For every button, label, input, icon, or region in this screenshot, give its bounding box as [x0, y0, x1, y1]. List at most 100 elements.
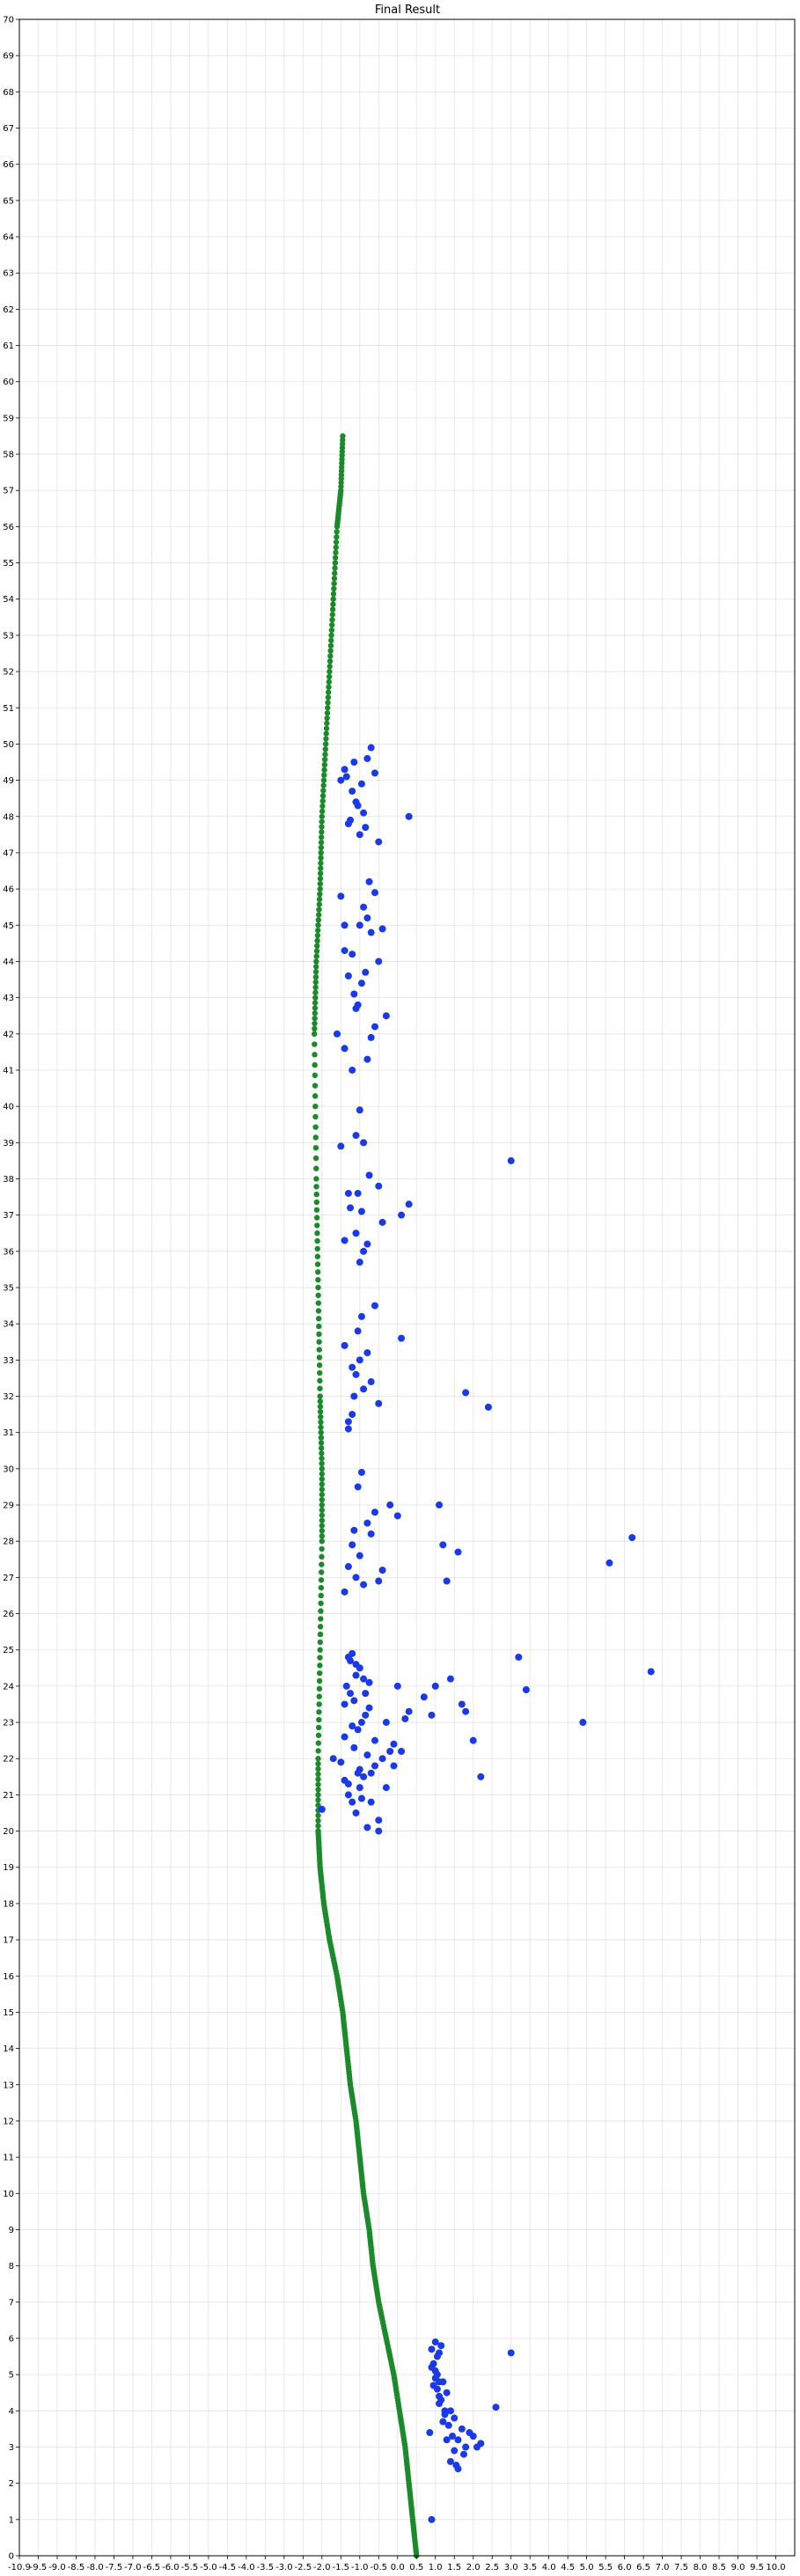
trajectory-point — [323, 725, 330, 731]
trajectory-point — [318, 1419, 324, 1426]
landmark-point — [398, 1211, 406, 1219]
x-tick-label: -5.5 — [181, 2563, 199, 2572]
trajectory-point — [317, 1647, 323, 1653]
landmark-point — [466, 2429, 473, 2437]
trajectory-point — [312, 1103, 319, 1110]
trajectory-point — [315, 922, 321, 928]
y-tick-label: 9 — [9, 2226, 14, 2235]
trajectory-point — [330, 601, 336, 607]
landmark-point — [356, 1784, 363, 1792]
trajectory-point — [327, 648, 334, 654]
trajectory-point — [314, 1253, 321, 1259]
y-tick-label: 0 — [9, 2552, 14, 2562]
trajectory-point — [312, 1093, 319, 1099]
y-tick-label: 70 — [3, 16, 14, 26]
landmark-series — [318, 744, 655, 2523]
landmark-point — [357, 980, 365, 987]
x-tick-label: -7.5 — [106, 2563, 123, 2572]
y-tick-label: 52 — [3, 668, 14, 678]
y-tick-label: 44 — [3, 958, 14, 967]
y-tick-label: 58 — [3, 451, 14, 460]
x-tick-label: 10.0 — [766, 2563, 785, 2572]
trajectory-point — [317, 1408, 324, 1415]
landmark-point — [357, 1719, 365, 1727]
landmark-point — [492, 2404, 500, 2411]
trajectory-point — [315, 1802, 321, 1809]
landmark-point — [352, 1370, 360, 1378]
y-tick-label: 42 — [3, 1030, 14, 1039]
landmark-point — [398, 1747, 406, 1755]
landmark-point — [354, 1189, 362, 1197]
x-tick-label: 7.0 — [656, 2563, 670, 2572]
y-tick-label: 23 — [3, 1719, 14, 1728]
landmark-point — [354, 802, 362, 810]
trajectory-point — [315, 1823, 321, 1829]
landmark-point — [352, 1809, 360, 1816]
trajectory-point — [321, 772, 327, 778]
trajectory-point — [315, 1292, 321, 1299]
landmark-point — [356, 1356, 363, 1364]
x-tick-label: 3.0 — [504, 2563, 518, 2572]
landmark-point — [367, 1033, 375, 1041]
landmark-point — [367, 1769, 375, 1777]
landmark-point — [357, 780, 365, 788]
landmark-point — [350, 990, 358, 998]
trajectory-point — [332, 554, 339, 561]
landmark-point — [386, 1501, 394, 1509]
trajectory-point — [319, 813, 326, 819]
y-tick-label: 38 — [3, 1175, 14, 1185]
landmark-point — [429, 2382, 437, 2389]
trajectory-point — [316, 1716, 322, 1723]
x-tick-label: -4.0 — [238, 2563, 255, 2572]
trajectory-point — [319, 1501, 326, 1508]
landmark-point — [522, 1686, 530, 1694]
trajectory-point — [318, 1577, 325, 1583]
trajectory-point — [331, 585, 337, 592]
trajectory-point — [317, 1655, 323, 1661]
y-tick-label: 30 — [3, 1464, 14, 1474]
x-tick-label: 0.0 — [391, 2563, 405, 2572]
landmark-point — [375, 1399, 383, 1407]
x-tick-label: 1.0 — [429, 2563, 443, 2572]
y-tick-label: 3 — [9, 2443, 14, 2453]
landmark-point — [436, 2378, 444, 2386]
y-tick-label: 33 — [3, 1356, 14, 1366]
trajectory-point — [325, 700, 331, 706]
landmark-point — [458, 2425, 466, 2433]
y-tick-label: 64 — [3, 233, 14, 243]
trajectory-point — [319, 1538, 326, 1545]
landmark-point — [349, 1411, 356, 1419]
landmark-point — [352, 1671, 360, 1679]
x-tick-label: 0.5 — [409, 2563, 423, 2572]
landmark-point — [446, 2407, 454, 2415]
y-tick-label: 36 — [3, 1247, 14, 1257]
trajectory-point — [314, 937, 320, 944]
trajectory-point — [314, 932, 321, 939]
trajectory-point — [316, 1354, 323, 1361]
trajectory-series — [312, 433, 420, 2559]
y-tick-label: 7 — [9, 2298, 14, 2308]
x-axis: -10.9-9.5 -9.0 -8.5 -8.0 -7.5 -7.0 -6.5 -6.0 -5.… — [8, 2556, 786, 2572]
trajectory-point — [328, 632, 334, 639]
x-tick-label: -6.0 — [162, 2563, 180, 2572]
trajectory-point — [320, 782, 327, 789]
trajectory-point — [329, 617, 335, 623]
trajectory-point — [315, 1771, 321, 1778]
landmark-point — [354, 1327, 362, 1335]
trajectory-point — [312, 1041, 318, 1047]
landmark-point — [393, 1512, 401, 1520]
landmark-point — [363, 1519, 371, 1527]
trajectory-point — [316, 1677, 323, 1684]
landmark-point — [436, 1501, 444, 1509]
landmark-point — [352, 1132, 360, 1140]
y-tick-label: 28 — [3, 1538, 14, 1547]
landmark-point — [378, 1567, 386, 1574]
y-tick-label: 17 — [3, 1936, 14, 1946]
trajectory-point — [333, 544, 339, 551]
trajectory-point — [328, 621, 335, 628]
landmark-point — [436, 2392, 444, 2400]
trajectory-point — [328, 627, 335, 634]
landmark-point — [647, 1668, 655, 1676]
landmark-point — [462, 2443, 470, 2451]
trajectory-point — [329, 612, 335, 618]
